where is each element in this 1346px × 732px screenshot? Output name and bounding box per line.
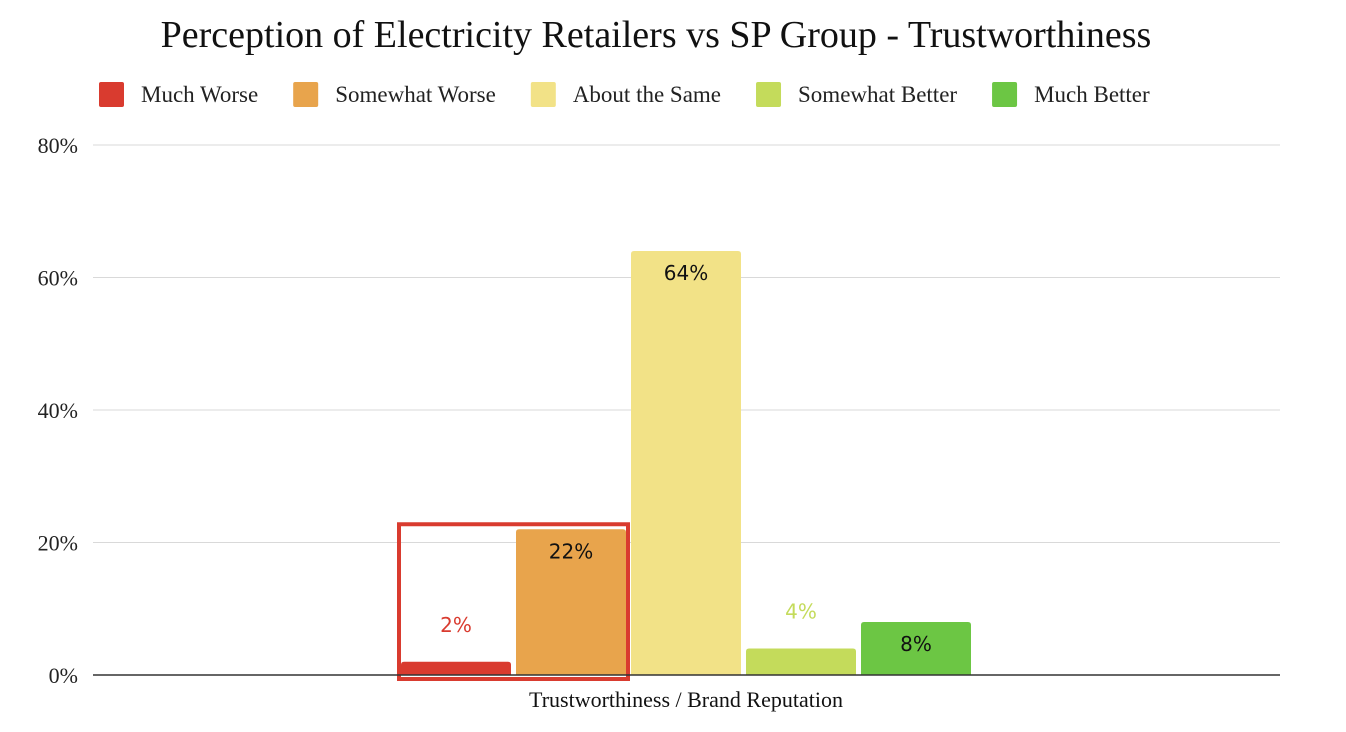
legend-item-much-worse: Much Worse (99, 82, 258, 107)
bar-somewhat-worse (516, 529, 626, 675)
legend-swatch-about-the-same (530, 82, 556, 107)
y-tick-label-20: 20% (38, 531, 78, 556)
chart-title: Perception of Electricity Retailers vs S… (161, 14, 1152, 56)
legend-label-about-the-same: About the Same (573, 82, 721, 107)
x-tick-label-trustworthiness-brand-reputation: Trustworthiness / Brand Reputation (529, 687, 843, 712)
bar-about-the-same (631, 251, 741, 675)
highlight-box (397, 522, 630, 681)
legend-swatch-much-better (992, 82, 1018, 107)
legend-swatch-much-worse (99, 82, 124, 107)
legend-swatch-somewhat-worse (293, 82, 319, 107)
data-label-much-better: 8% (900, 632, 932, 656)
legend-item-somewhat-worse: Somewhat Worse (293, 82, 496, 107)
legend-label-much-worse: Much Worse (141, 82, 258, 107)
y-tick-label-40: 40% (38, 398, 78, 423)
legend-label-somewhat-better: Somewhat Better (798, 82, 957, 107)
legend-label-much-better: Much Better (1034, 82, 1150, 107)
y-tick-label-80: 80% (38, 133, 78, 158)
y-axis: 0% 20% 40% 60% 80% (38, 133, 78, 688)
bars (401, 251, 971, 675)
legend-item-somewhat-better: Somewhat Better (756, 82, 957, 107)
highlight (397, 522, 630, 681)
y-tick-label-0: 0% (49, 663, 78, 688)
data-label-about-the-same: 64% (664, 261, 708, 285)
bar-much-worse (401, 661, 511, 675)
bar-much-better (861, 622, 971, 675)
legend-swatch-somewhat-better (756, 82, 782, 107)
y-tick-label-60: 60% (38, 266, 78, 291)
x-axis: Trustworthiness / Brand Reputation (93, 674, 1280, 712)
data-label-somewhat-better: 4% (785, 600, 817, 624)
legend-label-somewhat-worse: Somewhat Worse (335, 82, 496, 107)
data-labels: 2% 22% 64% 4% 8% (440, 261, 932, 656)
bar-somewhat-better (746, 648, 856, 675)
data-label-somewhat-worse: 22% (549, 539, 593, 563)
legend-item-much-better: Much Better (992, 82, 1150, 107)
data-label-much-worse: 2% (440, 613, 472, 637)
legend: Much Worse Somewhat Worse About the Same So… (99, 82, 1150, 107)
legend-item-about-the-same: About the Same (530, 82, 721, 107)
